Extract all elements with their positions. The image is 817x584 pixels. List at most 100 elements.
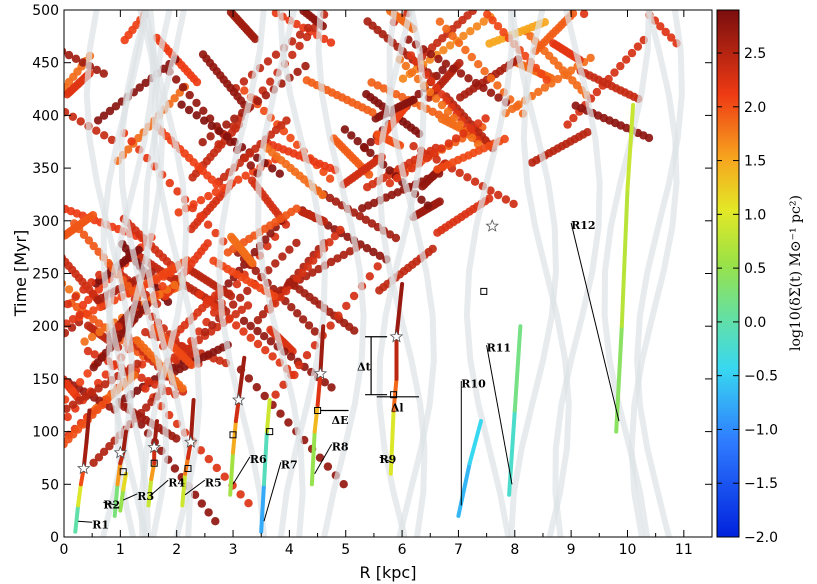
- background-point: [243, 301, 253, 310]
- markers: [76, 219, 499, 476]
- x-tick-label: 0: [60, 542, 69, 558]
- background-point: [211, 517, 220, 526]
- track-R2-segment: [121, 429, 128, 455]
- background-point: [142, 403, 151, 412]
- square-marker: [184, 465, 192, 472]
- background-point: [271, 50, 281, 59]
- background-point: [64, 395, 70, 404]
- background-point: [15, 350, 23, 358]
- background-point: [474, 119, 483, 128]
- background-point: [144, 376, 153, 386]
- background-point: [173, 187, 182, 196]
- background-point: [236, 490, 245, 499]
- track-label-R10: R10: [461, 377, 486, 390]
- background-point: [417, 195, 426, 204]
- ghost-track: [552, 10, 603, 537]
- background-point: [226, 291, 236, 301]
- background-point: [288, 50, 297, 60]
- background-point: [134, 133, 143, 143]
- background-point: [423, 201, 433, 210]
- background-point: [455, 168, 464, 178]
- background-point: [64, 376, 68, 385]
- x-tick-label: 10: [619, 542, 637, 558]
- ghost-track: [634, 10, 685, 537]
- background-point: [171, 355, 181, 365]
- background-point: [304, 321, 314, 330]
- background-point: [196, 196, 206, 205]
- background-point: [234, 175, 243, 184]
- annotations: Δt Δl ΔE: [320, 336, 419, 427]
- track-R9-segment: [391, 376, 399, 413]
- background-point: [232, 280, 242, 289]
- background-point: [246, 161, 255, 170]
- background-point: [200, 116, 209, 125]
- background-point: [336, 225, 345, 235]
- colorbar-tick-label: 1.5: [744, 154, 766, 170]
- background-point: [88, 211, 98, 220]
- background-point: [152, 275, 161, 285]
- background-point: [444, 139, 453, 148]
- track-R1-leader: [78, 520, 93, 523]
- background-point: [30, 33, 38, 41]
- background-point: [260, 391, 269, 401]
- track-R8-segment: [318, 324, 326, 376]
- ghost-track: [463, 10, 515, 537]
- background-point: [579, 10, 589, 19]
- background-point: [89, 241, 98, 251]
- background-point: [30, 90, 38, 98]
- track-R6-leader: [232, 456, 251, 485]
- background-point: [222, 132, 232, 141]
- background-point: [9, 21, 17, 29]
- track-R8-segment: [312, 403, 320, 434]
- background-point: [239, 327, 248, 336]
- star-marker: [231, 392, 246, 406]
- background-point: [219, 183, 228, 193]
- background-point: [369, 247, 378, 257]
- background-point: [0, 358, 8, 366]
- background-point: [486, 88, 496, 98]
- y-tick-label: 50: [41, 477, 59, 493]
- y-tick-label: 350: [32, 161, 59, 177]
- background-point: [178, 384, 187, 393]
- background-point: [295, 41, 304, 51]
- ghost-track: [315, 10, 367, 537]
- track-label-R12: R12: [571, 219, 595, 232]
- background-point: [141, 78, 150, 88]
- background-point: [540, 83, 550, 92]
- background-point: [253, 326, 262, 336]
- background-point: [308, 268, 317, 277]
- track-R5-segment: [188, 398, 196, 445]
- background-point: [80, 337, 89, 346]
- background-point: [253, 339, 263, 349]
- background-point: [349, 291, 359, 301]
- background-point: [449, 64, 458, 73]
- background-point: [656, 22, 665, 31]
- background-point: [363, 183, 372, 192]
- background-point: [83, 321, 93, 330]
- background-point: [295, 360, 304, 370]
- track-R12-segment: [619, 187, 630, 329]
- background-point: [299, 10, 308, 16]
- plot-area: [0, 10, 712, 537]
- background-point: [19, 361, 27, 369]
- background-point: [52, 94, 60, 102]
- background-point: [261, 235, 270, 244]
- background-point: [301, 61, 310, 71]
- background-point: [89, 458, 98, 467]
- background-point: [229, 300, 238, 309]
- background-point: [303, 23, 313, 33]
- background-point: [68, 386, 77, 396]
- background-point: [339, 480, 348, 489]
- tracks: [73, 102, 636, 534]
- background-point: [0, 377, 6, 385]
- track-R2-segment: [115, 461, 123, 487]
- background-point: [99, 69, 109, 78]
- track-R7-segment: [264, 398, 272, 434]
- track-R1-segment: [84, 408, 92, 445]
- star-marker: [147, 440, 161, 454]
- background-point: [83, 346, 93, 356]
- background-point: [22, 85, 30, 93]
- track-R4-segment: [146, 477, 154, 508]
- background-point: [35, 337, 43, 345]
- colorbar-tick-label: −2.0: [744, 530, 778, 546]
